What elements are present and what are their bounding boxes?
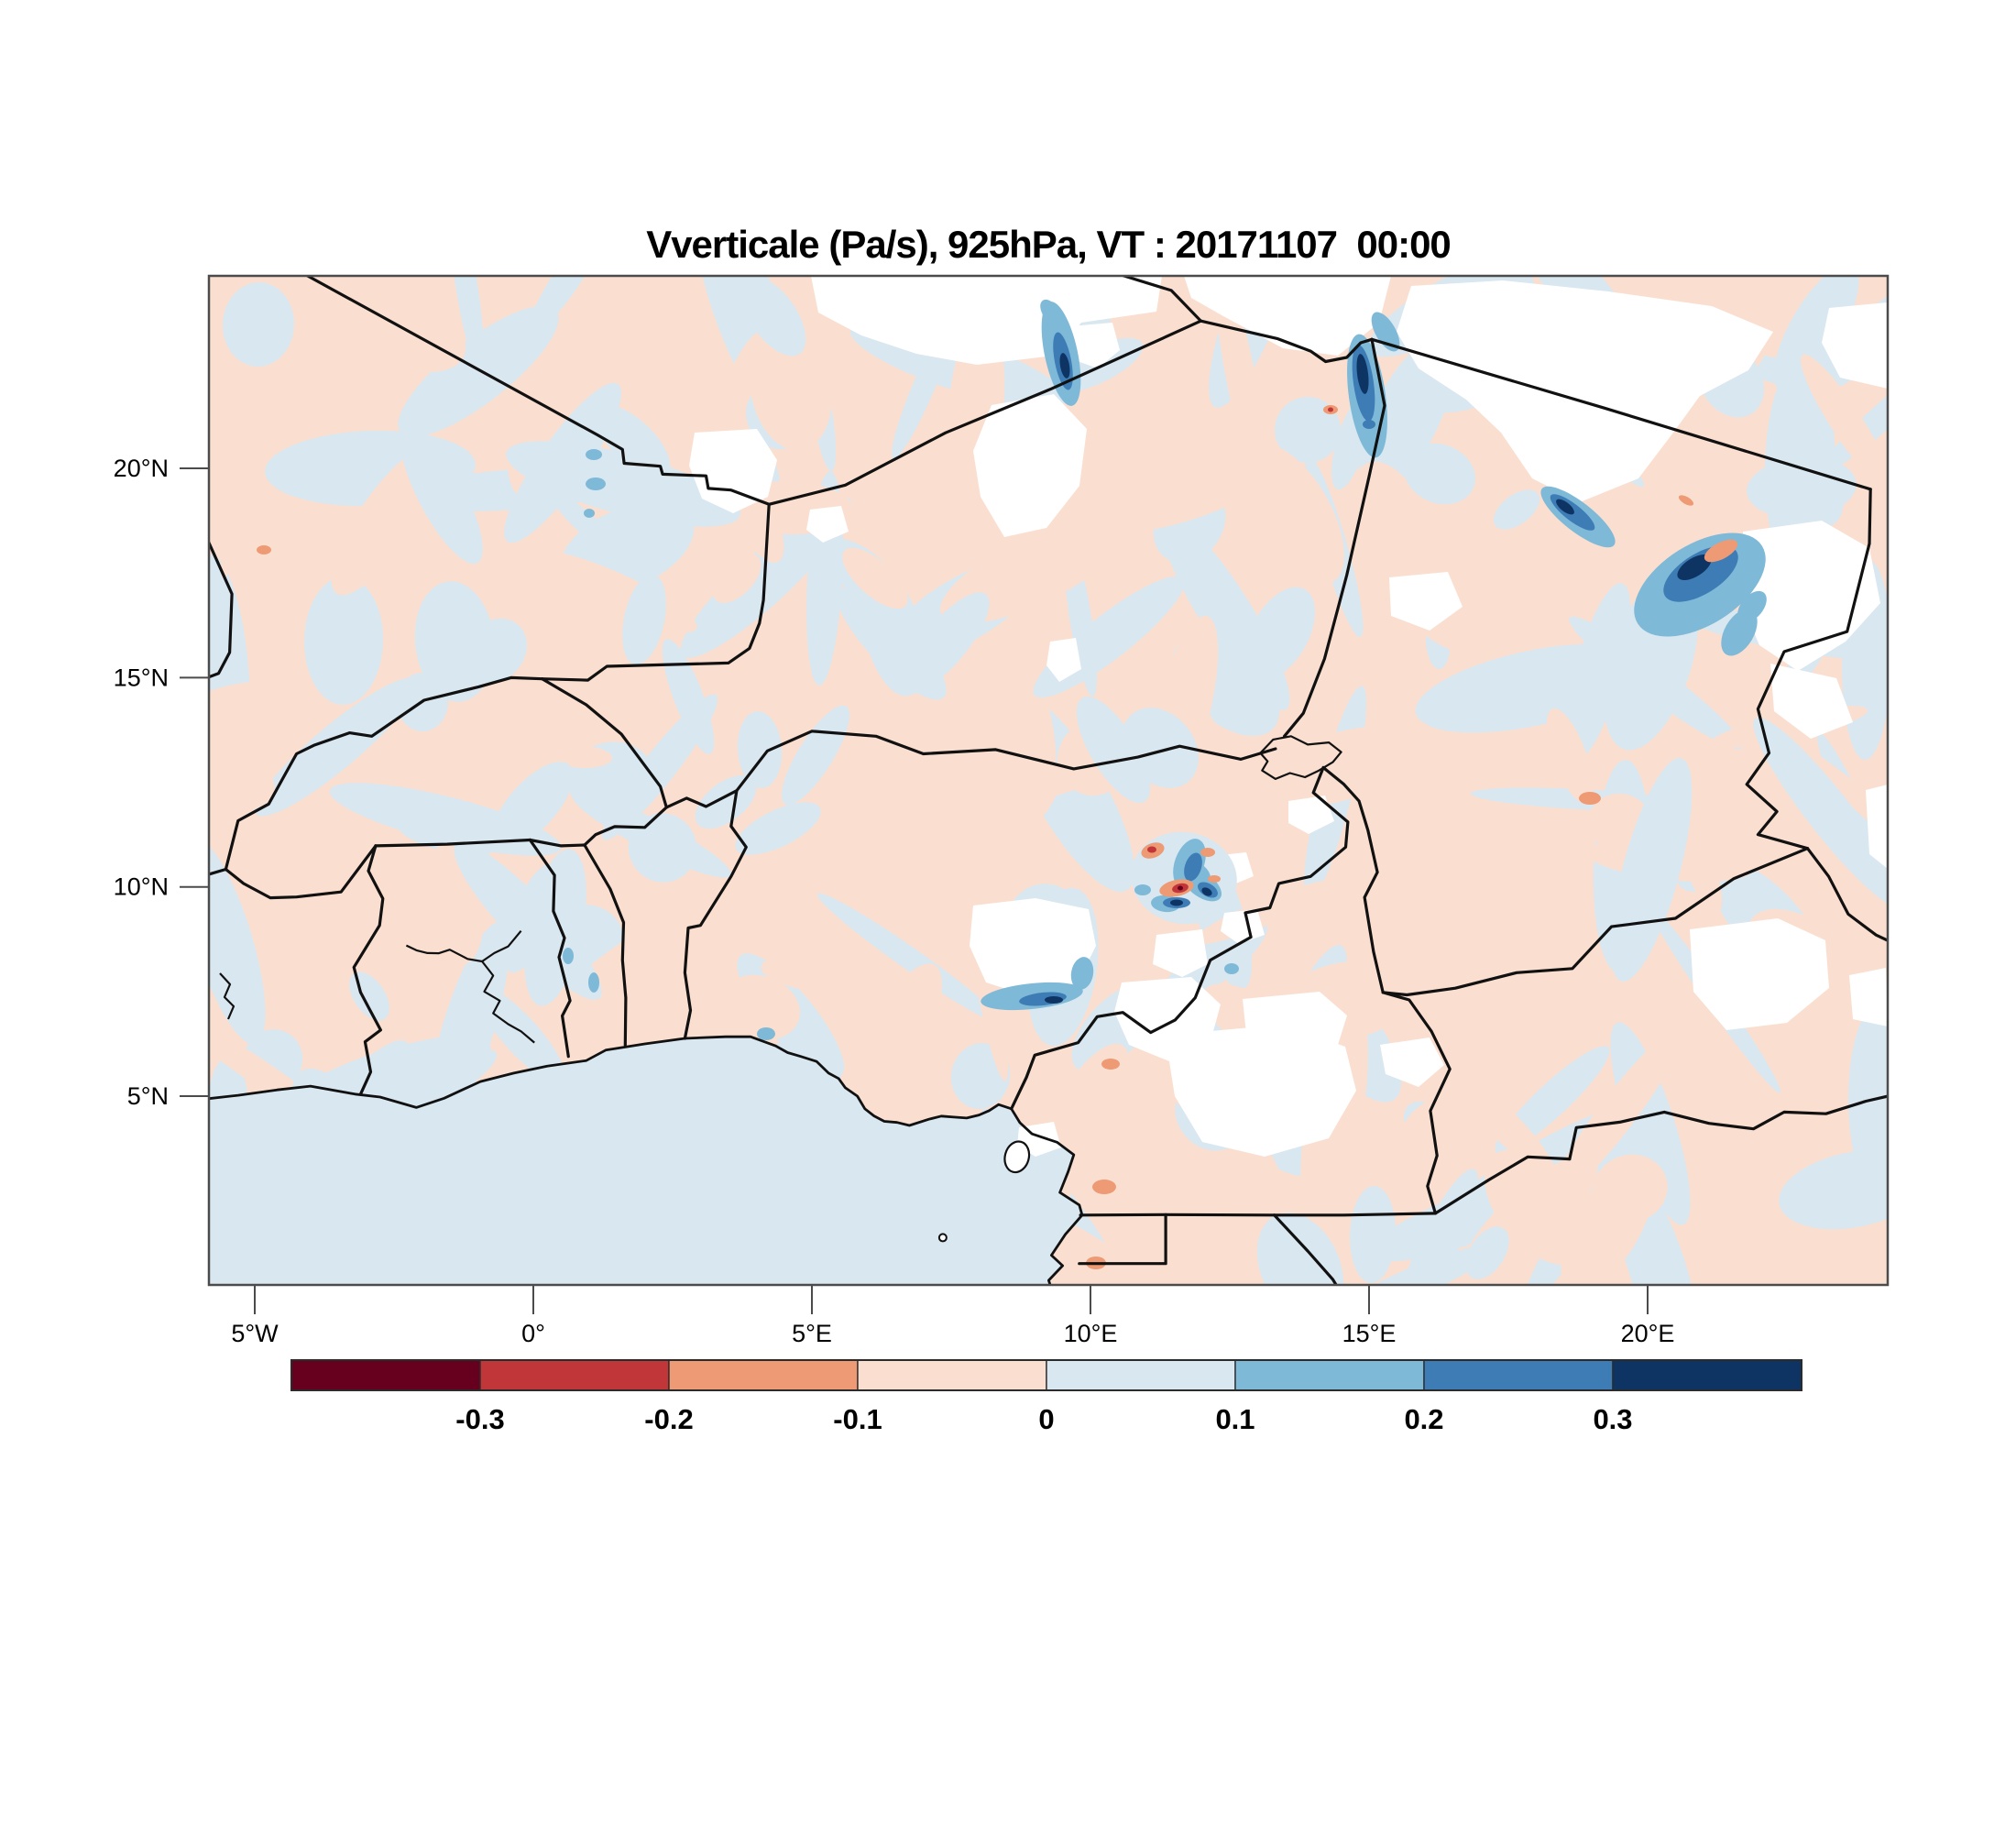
axes: 5°N 10°N 15°N 20°N 5°W 0° 5°E 10°E 15°E 20°E	[114, 455, 1675, 1347]
x-axis-tick-label: 0°	[521, 1320, 545, 1347]
bioko-island	[1003, 1140, 1031, 1174]
colorbar-segment	[1046, 1359, 1236, 1391]
colorbar-segment	[1234, 1359, 1425, 1391]
colorbar-label: -0.2	[644, 1403, 693, 1435]
colorbar-label: -0.3	[455, 1403, 504, 1435]
colorbar-label: -0.1	[833, 1403, 882, 1435]
colorbar: -0.3 -0.2 -0.1 0 0.1 0.2 0.3	[290, 1359, 1802, 1435]
colorbar-segment	[1612, 1359, 1802, 1391]
colorbar-segment	[290, 1359, 481, 1391]
x-axis-tick-label: 20°E	[1621, 1320, 1675, 1347]
colorbar-label: 0	[1038, 1403, 1054, 1435]
colorbar-outline	[290, 1359, 1802, 1391]
colorbar-segment	[479, 1359, 670, 1391]
y-axis-tick-label: 15°N	[114, 664, 169, 691]
x-axis-tick-label: 5°W	[231, 1320, 279, 1347]
colorbar-segment	[668, 1359, 859, 1391]
x-axis-tick-label: 10°E	[1064, 1320, 1118, 1347]
colorbar-segment	[1423, 1359, 1614, 1391]
colorbar-label: 0.2	[1404, 1403, 1443, 1435]
coastline	[209, 1035, 1084, 1285]
ocean-gulf-of-guinea	[209, 1037, 1082, 1285]
y-axis-tick-label: 5°N	[127, 1082, 169, 1110]
lakes	[219, 735, 1342, 1044]
terrain-mask-regions	[689, 276, 1888, 1157]
colorbar-segment	[857, 1359, 1047, 1391]
y-axis-tick-label: 20°N	[114, 455, 169, 482]
anomaly-cells	[257, 299, 1767, 1269]
x-axis-tick-label: 15°E	[1342, 1320, 1397, 1347]
map-field	[209, 276, 1888, 1285]
chart-title: Vverticale (Pa/s), 925hPa, VT : 20171107…	[646, 223, 1452, 266]
country-borders	[209, 276, 1888, 1285]
y-axis-tick-label: 10°N	[114, 873, 169, 901]
x-axis-tick-label: 5°E	[792, 1320, 832, 1347]
map-frame	[207, 274, 1890, 1287]
colorbar-label: 0.1	[1215, 1403, 1255, 1435]
colorbar-label: 0.3	[1593, 1403, 1632, 1435]
